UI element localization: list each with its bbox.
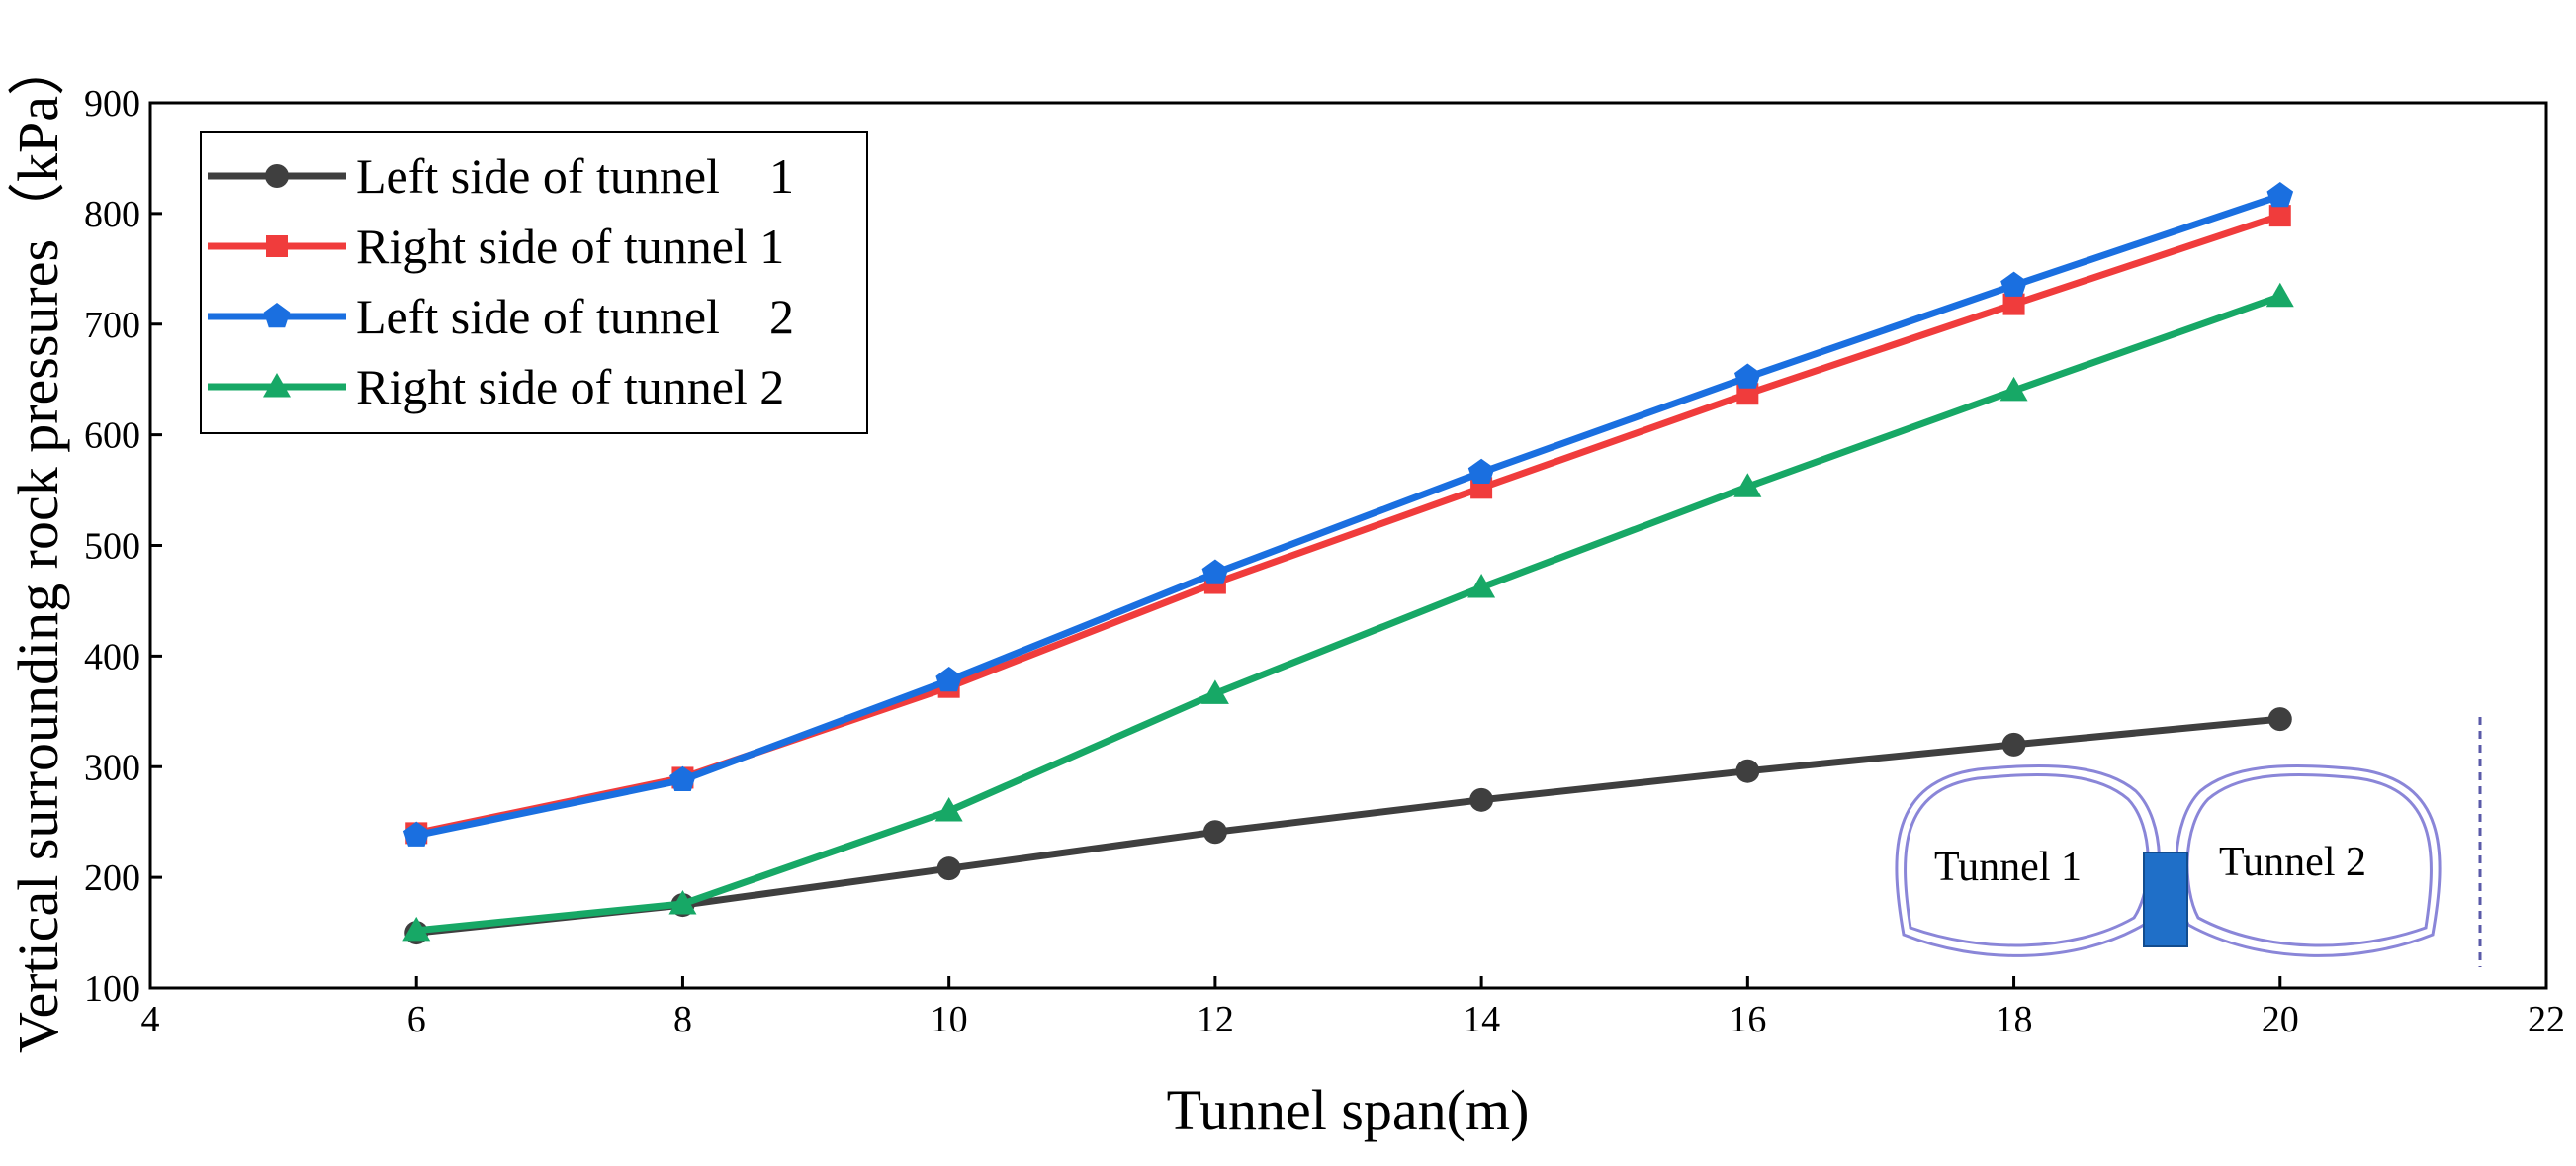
data-point — [2268, 205, 2291, 227]
y-tick-label: 900 — [84, 83, 140, 125]
y-tick-label: 600 — [84, 415, 140, 457]
legend-label: Left side of tunnel 1 — [356, 148, 794, 204]
legend-item: Right side of tunnel 1 — [208, 219, 784, 274]
x-axis-ticks: 4 6 8 10 12 14 16 18 20 22 — [141, 976, 2565, 1040]
x-tick-label: 20 — [2262, 999, 2299, 1040]
x-tick-label: 10 — [931, 999, 968, 1040]
data-point — [668, 889, 697, 915]
series-layer — [402, 182, 2294, 945]
data-point — [1467, 574, 1496, 598]
y-tick-label: 400 — [84, 636, 140, 677]
series-line — [415, 293, 2281, 935]
legend-marker — [265, 164, 289, 188]
y-tick-label: 100 — [84, 968, 140, 1010]
legend-marker — [263, 303, 291, 328]
data-point — [402, 821, 430, 847]
data-point — [2001, 732, 2026, 757]
x-tick-label: 8 — [673, 999, 692, 1040]
y-tick-label: 500 — [84, 526, 140, 568]
data-point — [1734, 363, 1761, 389]
data-point — [1202, 820, 1227, 845]
legend-marker — [263, 373, 291, 398]
legend-label: Left side of tunnel 2 — [356, 289, 794, 344]
y-axis-title: Vertical surrounding rock pressures（kPa） — [6, 39, 70, 1053]
legend-box — [200, 131, 868, 434]
y-tick-label: 200 — [84, 857, 140, 899]
inset-label-tunnel-2: Tunnel 2 — [2219, 840, 2366, 885]
x-tick-label: 18 — [1996, 999, 2033, 1040]
legend-label: Right side of tunnel 2 — [356, 359, 784, 414]
tunnel-1-outline-icon — [1895, 763, 2162, 957]
legend-item: Left side of tunnel 1 — [208, 148, 794, 204]
tunnel-inset: Tunnel 1 Tunnel 2 — [1895, 717, 2482, 967]
x-axis-title: Tunnel span(m) — [1167, 1078, 1530, 1142]
tunnel-2-inner-outline-icon — [2185, 772, 2433, 947]
x-tick-label: 4 — [141, 999, 160, 1040]
data-point — [669, 765, 696, 791]
data-point — [402, 916, 431, 942]
data-point — [2266, 182, 2294, 208]
data-point — [1469, 787, 1494, 812]
legend-marker — [266, 235, 288, 257]
data-point — [2000, 271, 2027, 297]
inset-label-tunnel-1: Tunnel 1 — [1934, 845, 2082, 890]
data-point — [1201, 559, 1229, 584]
x-tick-label: 16 — [1729, 999, 1766, 1040]
data-point — [2267, 707, 2292, 732]
y-tick-label: 800 — [84, 194, 140, 235]
x-tick-label: 14 — [1463, 999, 1500, 1040]
data-point — [1467, 458, 1495, 484]
data-point — [2002, 293, 2025, 315]
tunnel-1-inner-outline-icon — [1904, 772, 2150, 947]
data-point — [1733, 473, 1762, 497]
x-tick-label: 6 — [407, 999, 426, 1040]
legend-item: Right side of tunnel 2 — [208, 359, 784, 414]
data-point — [934, 797, 963, 822]
legend-item: Left side of tunnel 2 — [208, 289, 794, 344]
pillar-icon — [2143, 852, 2188, 947]
x-tick-label: 12 — [1197, 999, 1234, 1040]
series-4 — [402, 282, 2294, 942]
data-point — [936, 856, 961, 881]
series-3 — [402, 182, 2294, 847]
data-point — [1735, 759, 1760, 783]
legend: Left side of tunnel 1 Right side of tunne… — [200, 131, 868, 434]
data-point — [1200, 679, 1229, 704]
y-tick-label: 700 — [84, 305, 140, 346]
series-line — [415, 715, 2281, 937]
series-line — [415, 192, 2281, 840]
y-tick-label: 300 — [84, 747, 140, 788]
legend-label: Right side of tunnel 1 — [356, 219, 784, 274]
y-axis-ticks: 100 200 300 400 500 600 700 800 900 — [84, 83, 162, 1010]
data-point — [2265, 282, 2294, 308]
data-point — [1999, 376, 2028, 402]
tunnel-2-outline-icon — [2175, 763, 2442, 957]
data-point — [935, 667, 962, 692]
x-tick-label: 22 — [2528, 999, 2565, 1040]
